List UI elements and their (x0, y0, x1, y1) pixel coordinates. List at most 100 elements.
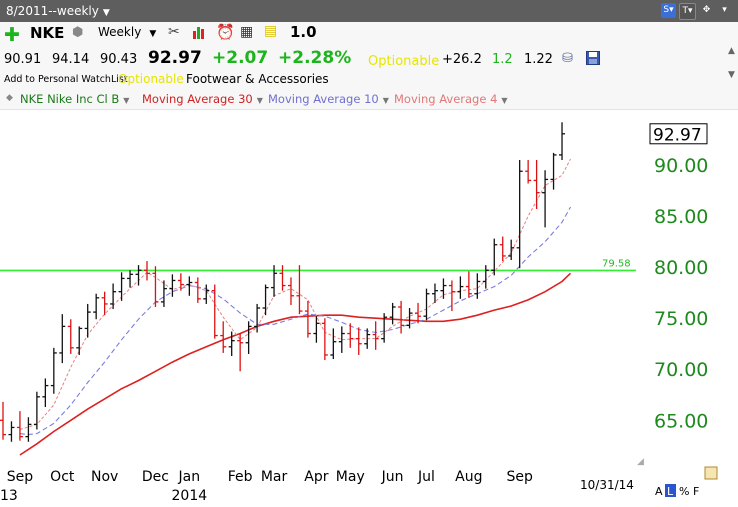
x-month-label: Jul (417, 469, 435, 485)
y-tick-label: 75.00 (654, 308, 708, 330)
legend-symbol-dropdown-icon[interactable]: ▼ (123, 96, 130, 105)
price-bar (550, 152, 557, 190)
price-bar (406, 308, 413, 329)
menu-icon[interactable]: ▾ (722, 5, 727, 15)
price-bar (143, 261, 150, 281)
ma10-line (19, 206, 571, 436)
price-change: +2.07 (212, 48, 269, 68)
footer-toggle-f[interactable]: F (693, 485, 699, 498)
price-bar (415, 302, 422, 324)
period-dropdown-icon[interactable]: ▼ (149, 29, 157, 39)
stat-three: 1.22 (524, 52, 553, 67)
price-bar (59, 314, 66, 364)
title-dropdown-icon[interactable]: ▼ (102, 8, 110, 18)
price-bar (465, 271, 472, 298)
legend-item-symbol[interactable]: NKE Nike Inc Cl B ▼ (20, 92, 129, 106)
legend-ma10-dropdown-icon[interactable]: ▼ (382, 96, 389, 105)
current-price-label: 92.97 (653, 125, 702, 145)
price-bar (16, 411, 23, 441)
legend-item-ma10[interactable]: Moving Average 10 ▼ (268, 92, 389, 106)
legend-ma4-dropdown-icon[interactable]: ▼ (501, 96, 508, 105)
legend-ma10-label: Moving Average 10 (268, 92, 379, 106)
price-bar (127, 270, 134, 288)
y-tick-label: 85.00 (654, 206, 708, 228)
window-title-group[interactable]: 8/2011--weekly ▼ (6, 4, 110, 18)
current-price-box (649, 123, 708, 145)
high-price: 94.14 (52, 52, 90, 67)
x-month-label: Sep (506, 469, 533, 485)
legend-symbol-label: NKE Nike Inc Cl B (20, 92, 120, 106)
settings-s-icon[interactable]: S▾ (661, 3, 676, 18)
cube-icon[interactable]: ⬢ (72, 25, 84, 40)
text-t-icon[interactable]: T▾ (679, 3, 696, 20)
footer-toggle-a[interactable]: A (655, 485, 663, 498)
optionable-label: Optionable (368, 54, 440, 69)
legend-item-ma30[interactable]: Moving Average 30 ▼ (142, 92, 263, 106)
alarm-clock-icon[interactable]: ⏰ (216, 23, 235, 41)
price-bar (355, 327, 362, 355)
price-chart[interactable]: 79.58 92.97 90.00 85.00 80.00 75.00 70.00 65.0… (0, 110, 738, 507)
resistance-line-label: 79.58 (602, 258, 631, 269)
price-bar (101, 291, 108, 316)
x-month-label: Feb (228, 469, 253, 485)
x-year-label: 13 (0, 488, 18, 504)
price-bar (457, 276, 464, 299)
industry-label: Footwear & Accessories (186, 72, 329, 86)
chart-footer-group: ◢ A L% F (637, 457, 718, 498)
database-icon[interactable]: ⛁ (562, 51, 573, 66)
legend-item-ma4[interactable]: Moving Average 4 ▼ (394, 92, 508, 106)
price-bar (237, 333, 244, 372)
period-select[interactable]: Weekly ▼ (98, 25, 156, 39)
price-bar (271, 265, 278, 297)
footer-toggle-l[interactable]: L (667, 485, 674, 498)
price-bar (372, 321, 379, 350)
save-icon[interactable] (586, 50, 600, 65)
ma10-line-group (19, 206, 571, 436)
price-bar (364, 328, 371, 349)
price-bar (177, 273, 184, 291)
ma4-line (19, 158, 571, 430)
bar-chart-icon[interactable] (192, 24, 206, 39)
x-month-label: Sep (7, 469, 34, 485)
symbol-field[interactable]: NKE (30, 24, 65, 42)
price-bar (347, 323, 354, 348)
price-bar (152, 266, 159, 307)
notes-icon[interactable]: ▤ (264, 23, 278, 39)
price-bar (440, 278, 447, 299)
drawing-tools-icon[interactable]: ✂ (168, 24, 180, 40)
date-axis-group: Sep Oct Nov Dec Jan Feb Mar Apr May Jun Jul Aug Sep 1… (0, 469, 634, 504)
x-year-label: 2014 (172, 488, 208, 504)
pencil-icon[interactable] (704, 466, 718, 480)
scroll-up-icon[interactable]: ▲ (728, 46, 735, 56)
stat-one: +26.2 (442, 52, 482, 67)
price-bar (542, 170, 549, 228)
legend-ma30-dropdown-icon[interactable]: ▼ (256, 96, 263, 105)
price-bar (67, 319, 74, 354)
x-month-label: Jun (381, 469, 404, 485)
price-bar (448, 280, 455, 312)
price-bar (398, 300, 405, 334)
resize-grip-icon: ◢ (637, 457, 644, 467)
add-symbol-icon[interactable]: ✚ (4, 24, 20, 46)
add-to-watchlist-link[interactable]: Add to Personal WatchList (4, 74, 128, 85)
price-bar (8, 421, 15, 442)
vertical-scrollbar[interactable]: ▲ ▼ (726, 46, 738, 86)
x-month-label: Oct (50, 469, 75, 485)
move-icon[interactable]: ✥ (702, 5, 711, 15)
footer-toggle-percent[interactable]: % (679, 485, 689, 498)
price-bar (25, 417, 32, 442)
price-bar (330, 328, 337, 360)
price-bar (338, 326, 345, 353)
price-bars-group (0, 122, 566, 442)
price-bar (508, 239, 515, 261)
footer-l-highlight[interactable] (665, 484, 676, 497)
legend-toggle-icon[interactable]: ◆ (6, 93, 13, 103)
scroll-down-icon[interactable]: ▼ (728, 70, 735, 80)
toolbar: ✚ NKE ⬢ Weekly ▼ ✂ ⏰ ▦ ▤ 1.0 90.91 94.14 … (0, 22, 738, 93)
price-bar (169, 274, 176, 297)
price-bar (245, 321, 252, 354)
x-month-label: Jan (178, 469, 201, 485)
ma4-line-group (19, 158, 571, 430)
grid-settings-icon[interactable]: ▦ (240, 24, 254, 40)
price-bar (186, 276, 193, 296)
